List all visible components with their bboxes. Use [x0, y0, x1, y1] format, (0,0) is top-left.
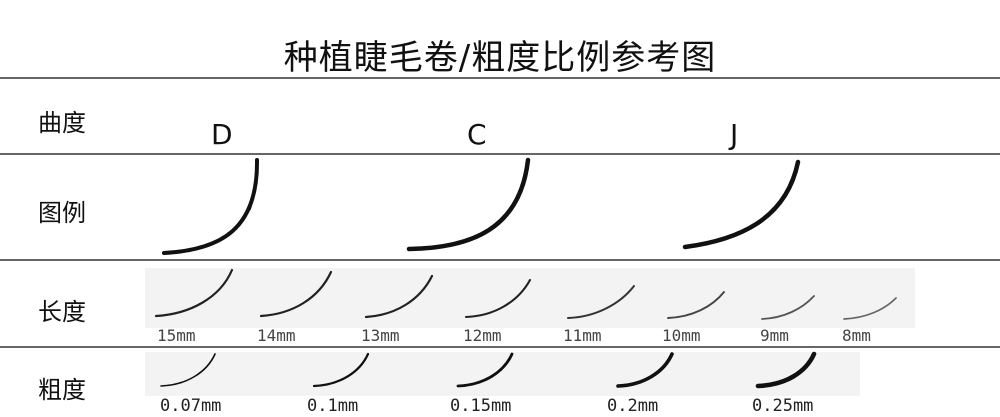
- length-lash-9mm: [761, 295, 815, 320]
- thickness-label: 0.2mm: [607, 396, 659, 416]
- row-label-diagram: 图例: [38, 199, 86, 227]
- thickness-lash-0-07mm: [160, 353, 216, 387]
- thickness-lash-0-15mm: [456, 352, 514, 388]
- row-label-thickness: 粗度: [38, 376, 86, 404]
- length-lash-13mm: [364, 274, 434, 319]
- length-label: 12mm: [463, 326, 502, 345]
- curl-type-j: J: [730, 118, 739, 151]
- length-label: 14mm: [257, 326, 296, 345]
- thickness-lash-0-1mm: [312, 352, 370, 388]
- length-lash-15mm: [154, 268, 234, 318]
- divider: [0, 153, 1000, 155]
- curl-type-d: D: [211, 118, 233, 151]
- length-lash-14mm: [259, 270, 333, 318]
- length-label: 11mm: [563, 326, 602, 345]
- curl-j-illustration: [682, 159, 801, 250]
- length-label: 13mm: [361, 326, 400, 345]
- thickness-label: 0.15mm: [450, 396, 512, 416]
- length-lash-11mm: [567, 285, 635, 319]
- row-label-length: 长度: [38, 298, 86, 326]
- length-label: 9mm: [760, 326, 789, 345]
- page-title: 种植睫毛卷/粗度比例参考图: [283, 38, 717, 78]
- length-lash-10mm: [667, 291, 725, 319]
- thickness-label: 0.07mm: [160, 396, 222, 416]
- length-label: 10mm: [662, 326, 701, 345]
- thickness-label: 0.1mm: [307, 396, 359, 416]
- length-label: 15mm: [157, 326, 196, 345]
- curl-c-illustration: [406, 157, 531, 252]
- divider: [0, 346, 1000, 348]
- thickness-lash-0-25mm: [755, 351, 817, 389]
- divider: [0, 77, 1000, 79]
- length-lash-12mm: [464, 278, 532, 319]
- curl-type-c: C: [467, 118, 487, 151]
- length-label: 8mm: [842, 326, 871, 345]
- thickness-label: 0.25mm: [752, 396, 814, 416]
- divider: [0, 259, 1000, 261]
- thickness-lash-0-2mm: [616, 352, 674, 388]
- curl-d-illustration: [162, 158, 260, 255]
- length-lash-8mm: [843, 297, 897, 320]
- thickness-strip: [145, 352, 860, 396]
- row-label-curl: 曲度: [38, 109, 86, 137]
- length-strip: [145, 268, 915, 328]
